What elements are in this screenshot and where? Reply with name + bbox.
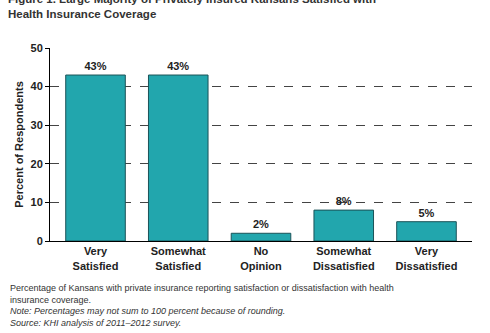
svg-text:Figure 1. Large Majority of Pr: Figure 1. Large Majority of Privately In… bbox=[8, 0, 376, 20]
svg-text:43%: 43% bbox=[167, 60, 189, 72]
svg-text:SomewhatSatisfied: SomewhatSatisfied bbox=[151, 245, 206, 271]
svg-text:Source: KHI analysis of 2011–2: Source: KHI analysis of 2011–2012 survey… bbox=[10, 318, 181, 328]
svg-text:Percentage of Kansans with pri: Percentage of Kansans with private insur… bbox=[10, 283, 394, 305]
svg-text:10: 10 bbox=[31, 196, 43, 208]
svg-text:0: 0 bbox=[37, 235, 43, 247]
svg-text:VerySatisfied: VerySatisfied bbox=[73, 245, 119, 271]
svg-text:40: 40 bbox=[31, 80, 43, 92]
svg-text:2%: 2% bbox=[253, 218, 269, 230]
svg-text:NoOpinion: NoOpinion bbox=[240, 245, 282, 271]
svg-text:8%: 8% bbox=[336, 195, 352, 207]
svg-text:SomewhatDissatisfied: SomewhatDissatisfied bbox=[313, 245, 375, 271]
svg-text:5%: 5% bbox=[418, 207, 434, 219]
svg-text:Note: Percentages may not sum: Note: Percentages may not sum to 100 per… bbox=[10, 306, 285, 316]
svg-text:30: 30 bbox=[31, 119, 43, 131]
svg-text:Percent of Respondents: Percent of Respondents bbox=[13, 81, 25, 208]
svg-text:50: 50 bbox=[31, 42, 43, 54]
svg-text:43%: 43% bbox=[84, 60, 106, 72]
svg-text:20: 20 bbox=[31, 158, 43, 170]
svg-text:VeryDissatisfied: VeryDissatisfied bbox=[396, 245, 458, 271]
